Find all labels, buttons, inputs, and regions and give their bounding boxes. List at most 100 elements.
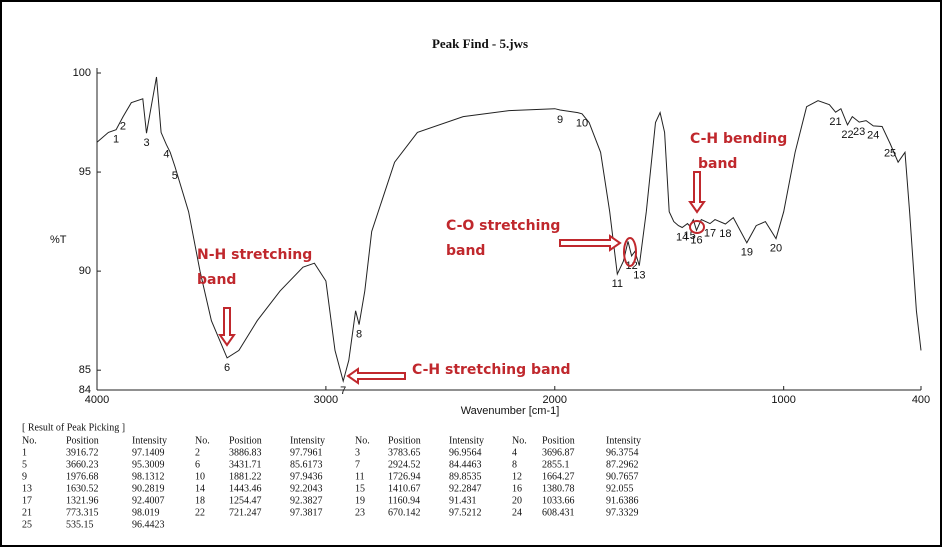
table-cell: 3916.72 <box>66 447 99 458</box>
table-header: Position <box>542 435 575 446</box>
table-cell: 535.15 <box>66 519 94 530</box>
table-cell: 608.431 <box>542 507 575 518</box>
table-cell: 92.055 <box>606 483 634 494</box>
table-header: No. <box>22 435 37 446</box>
table-cell: 1321.96 <box>66 495 99 506</box>
table-title: [ Result of Peak Picking ] <box>22 422 125 433</box>
table-cell: 1254.47 <box>229 495 262 506</box>
table-cell: 8 <box>512 459 517 470</box>
table-cell: 97.1409 <box>132 447 165 458</box>
arrow <box>688 171 706 214</box>
table-cell: 1664.27 <box>542 471 575 482</box>
table-cell: 23 <box>355 507 365 518</box>
peak-label: 6 <box>224 362 230 374</box>
table-cell: 92.2847 <box>449 483 482 494</box>
table-header: Intensity <box>606 435 641 446</box>
x-tick-label: 400 <box>912 394 930 406</box>
peak-label: 13 <box>633 269 645 281</box>
table-cell: 97.3329 <box>606 507 639 518</box>
peak-label: 20 <box>770 243 782 255</box>
peak-label: 9 <box>557 114 563 126</box>
peak-label: 14 <box>676 231 688 243</box>
table-cell: 3886.83 <box>229 447 262 458</box>
table-cell: 91.431 <box>449 495 477 506</box>
annotation: C-O stretching <box>446 218 560 234</box>
peak-label: 8 <box>356 329 362 341</box>
y-tick-label: 84 <box>79 384 91 396</box>
table-cell: 9 <box>22 471 27 482</box>
arrow <box>559 234 622 252</box>
table-header: Position <box>388 435 421 446</box>
table-cell: 773.315 <box>66 507 99 518</box>
table-header: Position <box>229 435 262 446</box>
table-cell: 11 <box>355 471 365 482</box>
highlight <box>623 237 637 267</box>
table-cell: 97.5212 <box>449 507 482 518</box>
table-cell: 1160.94 <box>388 495 420 506</box>
annotation: C-H stretching band <box>412 362 571 378</box>
peak-label: 18 <box>719 228 731 240</box>
x-tick-label: 2000 <box>543 394 567 406</box>
table-cell: 18 <box>195 495 205 506</box>
spectrum-line <box>96 76 922 384</box>
chart-title: Peak Find - 5.jws <box>432 36 528 51</box>
table-cell: 96.9564 <box>449 447 482 458</box>
peak-label: 2 <box>120 121 126 133</box>
table-cell: 96.3754 <box>606 447 639 458</box>
annotation: C-H bending <box>690 131 787 147</box>
table-header: Intensity <box>449 435 484 446</box>
highlight <box>689 220 705 234</box>
table-cell: 1 <box>22 447 27 458</box>
table-cell: 1410.67 <box>388 483 421 494</box>
peak-label: 5 <box>172 170 178 182</box>
table-cell: 1443.46 <box>229 483 262 494</box>
peak-label: 24 <box>867 130 879 142</box>
peak-label: 25 <box>884 147 896 159</box>
y-tick-label: 95 <box>79 166 91 178</box>
table-cell: 5 <box>22 459 27 470</box>
peak-label: 4 <box>163 149 169 161</box>
peak-label: 3 <box>143 137 149 149</box>
table-cell: 3783.65 <box>388 447 421 458</box>
y-tick-label: 85 <box>79 364 91 376</box>
y-tick-label: 90 <box>79 265 91 277</box>
annotation: N-H stretching <box>197 247 312 263</box>
peak-label: 7 <box>340 385 346 397</box>
table-cell: 98.019 <box>132 507 160 518</box>
peak-label: 10 <box>576 118 588 130</box>
table-cell: 92.2043 <box>290 483 323 494</box>
table-header: No. <box>512 435 527 446</box>
table-header: Intensity <box>290 435 325 446</box>
arrow <box>218 307 236 347</box>
table-header: Intensity <box>132 435 167 446</box>
table-cell: 10 <box>195 471 205 482</box>
peak-label: 19 <box>741 247 753 259</box>
table-cell: 3696.87 <box>542 447 575 458</box>
table-cell: 3660.23 <box>66 459 99 470</box>
peak-label: 16 <box>690 234 702 246</box>
table-cell: 92.3827 <box>290 495 323 506</box>
table-cell: 98.1312 <box>132 471 165 482</box>
table-cell: 1976.68 <box>66 471 99 482</box>
table-cell: 87.2962 <box>606 459 639 470</box>
x-tick-label: 3000 <box>314 394 338 406</box>
table-cell: 1630.52 <box>66 483 99 494</box>
table-header: Position <box>66 435 99 446</box>
table-cell: 12 <box>512 471 522 482</box>
table-cell: 19 <box>355 495 365 506</box>
table-cell: 1033.66 <box>542 495 575 506</box>
x-axis-label: Wavenumber [cm-1] <box>461 405 560 417</box>
table-cell: 90.7657 <box>606 471 639 482</box>
table-cell: 15 <box>355 483 365 494</box>
table-cell: 89.8535 <box>449 471 482 482</box>
peak-label: 1 <box>113 134 119 146</box>
table-cell: 21 <box>22 507 32 518</box>
table-cell: 25 <box>22 519 32 530</box>
table-cell: 721.247 <box>229 507 262 518</box>
table-cell: 17 <box>22 495 32 506</box>
table-cell: 84.4463 <box>449 459 482 470</box>
table-cell: 14 <box>195 483 205 494</box>
table-cell: 97.7961 <box>290 447 323 458</box>
table-cell: 2924.52 <box>388 459 421 470</box>
